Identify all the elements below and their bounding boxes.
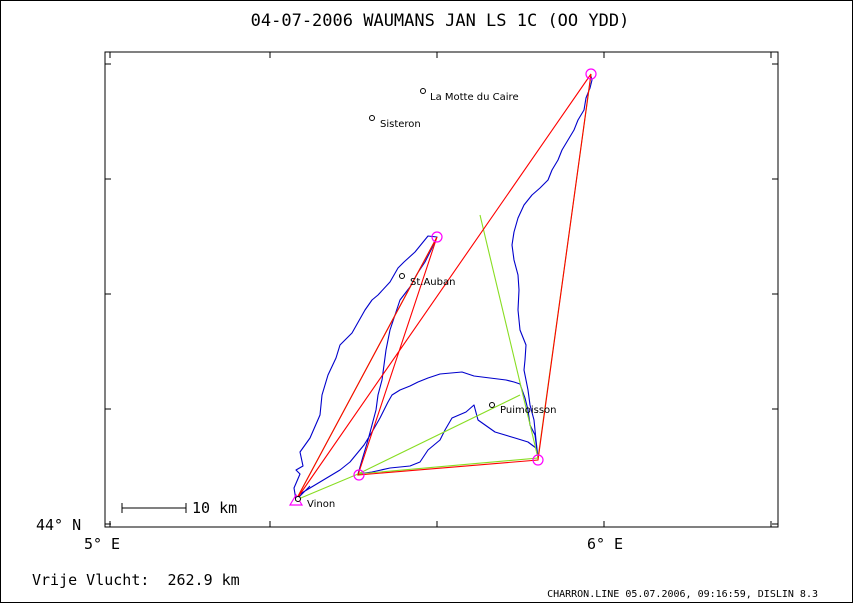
turnpoint-circle-west bbox=[353, 469, 365, 481]
place-dot-st-auban bbox=[399, 273, 405, 279]
place-dot-puimoisson bbox=[489, 402, 495, 408]
task-route-line bbox=[295, 73, 592, 501]
gps-track bbox=[293, 75, 593, 501]
scale-bar: 10 km bbox=[121, 499, 237, 517]
place-markers: La Motte du Caire Sisteron St.Auban Puim… bbox=[295, 88, 556, 510]
map-title: 04-07-2006 WAUMANS JAN LS 1C (OO YDD) bbox=[251, 11, 630, 31]
turnpoint-circle-puimoisson bbox=[532, 454, 544, 466]
place-dot-vinon bbox=[295, 496, 301, 502]
axis-ticks bbox=[105, 52, 778, 527]
x-axis-label-6e: 6° E bbox=[587, 535, 623, 553]
place-label-vinon: Vinon bbox=[307, 499, 335, 510]
place-dot-la-motte bbox=[420, 88, 426, 94]
flight-distance-summary: Vrije Vlucht: 262.9 km bbox=[32, 571, 240, 589]
turnpoint-circle-st-auban bbox=[431, 231, 443, 243]
scale-bar-label: 10 km bbox=[192, 499, 237, 517]
place-label-puimoisson: Puimoisson bbox=[500, 405, 556, 416]
place-dot-sisteron bbox=[369, 115, 375, 121]
turnpoint-circle-north bbox=[585, 68, 597, 80]
y-axis-label-44n: 44° N bbox=[36, 516, 81, 534]
x-axis-label-5e: 5° E bbox=[84, 535, 120, 553]
optimized-route-line-2 bbox=[357, 394, 521, 475]
place-label-la-motte: La Motte du Caire bbox=[430, 92, 519, 103]
place-label-sisteron: Sisteron bbox=[380, 119, 421, 130]
plot-border bbox=[104, 51, 779, 528]
place-label-st-auban: St.Auban bbox=[410, 277, 455, 288]
footer-info: CHARRON.LINE 05.07.2006, 09:16:59, DISLI… bbox=[547, 589, 818, 600]
